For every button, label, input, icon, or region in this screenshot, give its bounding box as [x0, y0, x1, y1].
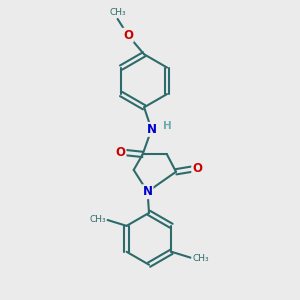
Text: N: N — [142, 185, 152, 198]
Text: CH₃: CH₃ — [192, 254, 209, 263]
Text: O: O — [192, 162, 202, 175]
Text: N: N — [146, 123, 157, 136]
Text: O: O — [116, 146, 126, 159]
Text: CH₃: CH₃ — [89, 215, 106, 224]
Text: O: O — [123, 29, 133, 42]
Text: H: H — [163, 121, 172, 131]
Text: CH₃: CH₃ — [109, 8, 126, 17]
